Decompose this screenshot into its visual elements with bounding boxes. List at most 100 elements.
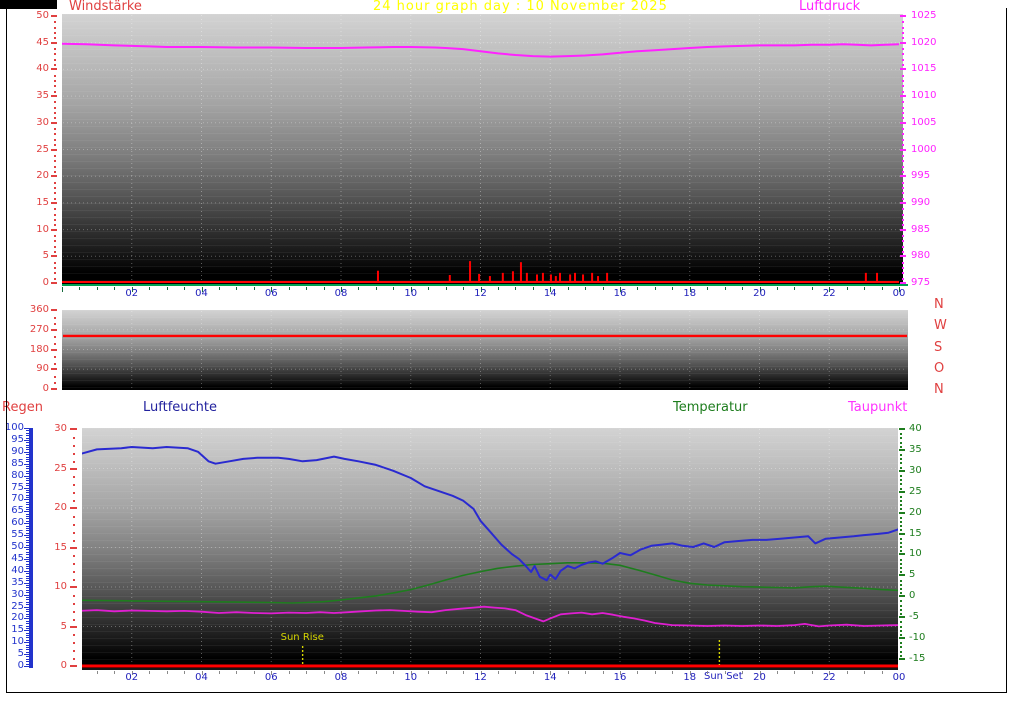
axis-minor-tick <box>26 468 29 470</box>
axis-minor-tick <box>54 250 56 253</box>
axis-minor-tick <box>54 101 56 104</box>
rain-axis-title: Regen <box>2 400 43 415</box>
axis-minor-tick <box>73 444 75 447</box>
axis-minor-tick <box>902 218 904 221</box>
axis-minor-tick <box>900 433 902 436</box>
x-axis-tick <box>149 671 151 674</box>
axis-minor-tick <box>26 644 29 646</box>
axis-major-tick <box>900 68 906 71</box>
axis-minor-tick <box>54 181 56 184</box>
axis-minor-tick <box>54 342 56 345</box>
tick-label: -5 <box>909 611 919 623</box>
x-axis-tick <box>776 671 778 674</box>
x-axis-tick <box>637 671 639 674</box>
axis-minor-tick <box>54 112 56 115</box>
axis-minor-tick <box>26 575 29 577</box>
x-axis-tick <box>253 287 255 290</box>
compass-letter: N <box>934 297 944 312</box>
axis-minor-tick <box>54 362 56 365</box>
axis-major-tick <box>900 121 906 124</box>
axis-minor-tick <box>902 48 904 51</box>
axis-minor-tick <box>26 604 29 606</box>
axis-minor-tick <box>26 485 29 487</box>
hour-label: 06 <box>264 288 278 299</box>
tick-label: 985 <box>911 223 931 235</box>
axis-minor-tick <box>54 117 56 120</box>
axis-major-tick <box>24 463 29 465</box>
x-axis-tick <box>759 671 761 675</box>
x-axis-tick <box>567 287 569 290</box>
axis-minor-tick <box>900 458 902 461</box>
axis-minor-tick <box>54 197 56 200</box>
axis-minor-tick <box>26 458 29 460</box>
axis-minor-tick <box>26 556 29 558</box>
axis-minor-tick <box>902 128 904 131</box>
x-axis-tick <box>323 287 325 290</box>
axis-major-tick <box>70 546 77 549</box>
axis-major-tick <box>51 388 57 390</box>
axis-major-tick <box>900 95 906 98</box>
axis-minor-tick <box>73 642 75 645</box>
tick-label: 40 <box>909 423 922 434</box>
x-axis-tick <box>846 671 848 674</box>
axis-minor-tick <box>902 26 904 29</box>
tick-label: 45 <box>36 36 49 48</box>
axis-major-tick <box>900 282 906 284</box>
axis-minor-tick <box>26 561 29 563</box>
hour-label: 08 <box>334 288 348 299</box>
tick-label: 90 <box>36 363 49 375</box>
tick-label: 90 <box>11 445 24 457</box>
x-axis-tick <box>445 671 447 674</box>
axis-minor-tick <box>26 646 29 648</box>
hour-label: 02 <box>125 672 139 683</box>
x-axis-tick <box>480 671 482 675</box>
axis-minor-tick <box>54 336 56 339</box>
x-axis-tick <box>759 287 761 292</box>
axis-minor-tick <box>26 601 29 603</box>
axis-minor-tick <box>73 515 75 518</box>
axis-minor-tick <box>54 170 56 173</box>
sun-set-label: Sun Set <box>704 671 743 682</box>
tick-label: 1005 <box>911 116 937 128</box>
axis-minor-tick <box>54 277 56 280</box>
tick-label: 50 <box>11 541 24 552</box>
axis-minor-tick <box>902 21 904 24</box>
axis-major-tick <box>899 553 905 556</box>
x-axis-tick <box>393 671 395 674</box>
axis-minor-tick <box>26 513 29 515</box>
axis-minor-tick <box>26 573 29 575</box>
axis-minor-tick <box>900 567 902 569</box>
axis-minor-tick <box>54 218 56 221</box>
x-axis-tick <box>689 671 691 675</box>
axis-minor-tick <box>900 475 902 477</box>
axis-minor-tick <box>26 477 29 479</box>
axis-major-tick <box>51 348 57 351</box>
axis-minor-tick <box>73 531 75 534</box>
axis-minor-tick <box>900 500 902 503</box>
axis-major-tick <box>24 451 29 453</box>
axis-minor-tick <box>900 445 902 448</box>
tick-label: 70 <box>11 493 24 505</box>
x-axis-tick <box>881 287 883 290</box>
tick-label: 995 <box>911 170 931 182</box>
axis-minor-tick <box>73 460 75 463</box>
x-axis-tick <box>724 671 726 674</box>
axis-major-tick <box>24 618 29 620</box>
frame-border-bottom <box>6 692 1007 693</box>
tick-label: 60 <box>11 517 24 529</box>
axis-minor-tick <box>26 542 29 544</box>
axis-minor-tick <box>900 621 902 624</box>
axis-minor-tick <box>902 64 904 67</box>
axis-minor-tick <box>54 208 56 211</box>
axis-minor-tick <box>902 165 904 168</box>
x-axis-tick <box>811 671 813 674</box>
axis-minor-tick <box>900 525 902 528</box>
axis-minor-tick <box>26 551 29 553</box>
axis-minor-tick <box>900 608 902 611</box>
axis-major-tick <box>24 570 29 572</box>
tick-label: 55 <box>11 529 24 541</box>
axis-minor-tick <box>26 494 29 496</box>
x-axis-tick <box>707 671 709 674</box>
axis-major-tick <box>24 439 29 441</box>
axis-major-tick <box>900 201 906 204</box>
